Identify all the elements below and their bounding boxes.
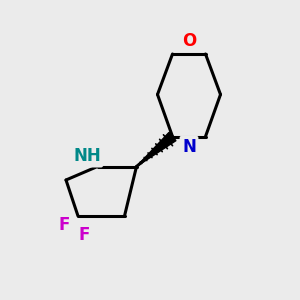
Polygon shape bbox=[136, 132, 176, 167]
Text: N: N bbox=[182, 138, 196, 156]
Text: F: F bbox=[78, 226, 90, 244]
Text: NH: NH bbox=[73, 147, 101, 165]
Text: F: F bbox=[59, 216, 70, 234]
Text: O: O bbox=[182, 32, 196, 50]
